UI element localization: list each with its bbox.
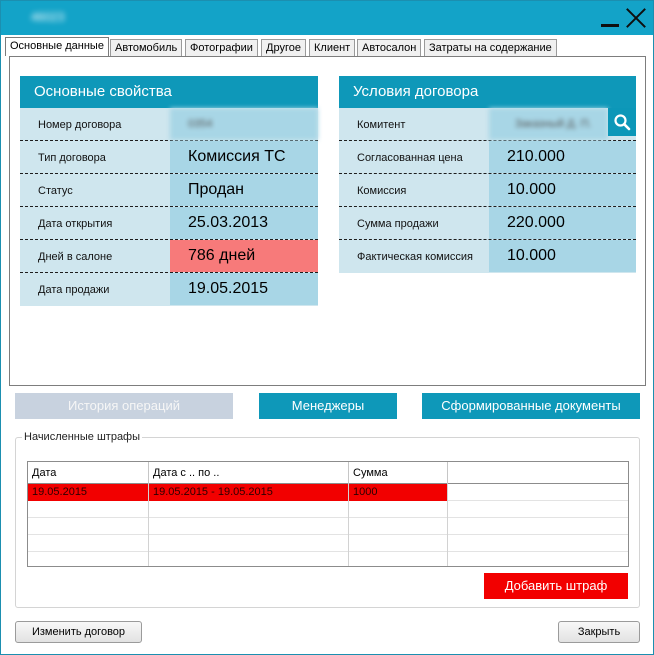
table-row[interactable] (28, 552, 628, 566)
cell-sum: 1000 (349, 484, 448, 501)
contract-number-value: 0354 (170, 108, 318, 140)
column-header-empty (448, 462, 628, 484)
basic-properties-section: Основные свойства Номер договора 0354 Ти… (20, 76, 318, 306)
property-label: Комиссия (357, 185, 407, 197)
property-label: Сумма продажи (357, 218, 439, 230)
property-row: Комиссия 10.000 (339, 174, 636, 207)
edit-contract-button[interactable]: Изменить договор (15, 621, 142, 643)
table-header: Дата Дата с .. по .. Сумма (28, 462, 628, 484)
property-row: Дней в салоне 786 дней (20, 240, 318, 273)
tab-car[interactable]: Автомобиль (110, 39, 183, 56)
property-label: Комитент (357, 119, 406, 131)
property-row: Фактическая комиссия 10.000 (339, 240, 636, 273)
operations-history-button[interactable]: История операций (15, 393, 233, 419)
property-label: Статус (38, 185, 73, 197)
sale-amount-value: 220.000 (489, 207, 636, 239)
close-icon[interactable] (625, 7, 647, 29)
commission-value: 10.000 (489, 174, 636, 206)
column-header-range[interactable]: Дата с .. по .. (149, 462, 349, 484)
tab-panel: Основные свойства Номер договора 0354 Ти… (9, 56, 646, 386)
column-header-sum[interactable]: Сумма (349, 462, 448, 484)
status-value: Продан (170, 174, 318, 206)
property-row: Тип договора Комиссия ТС (20, 141, 318, 174)
property-row: Сумма продажи 220.000 (339, 207, 636, 240)
contract-type-value: Комиссия ТС (170, 141, 318, 173)
table-row[interactable] (28, 501, 628, 518)
close-button[interactable]: Закрыть (558, 621, 640, 643)
contract-terms-title: Условия договора (339, 76, 636, 108)
property-row: Номер договора 0354 (20, 108, 318, 141)
table-row[interactable]: 19.05.2015 19.05.2015 - 19.05.2015 1000 (28, 484, 628, 501)
property-row: Дата открытия 25.03.2013 (20, 207, 318, 240)
open-date-value: 25.03.2013 (170, 207, 318, 239)
table-row[interactable] (28, 518, 628, 535)
tab-main-data[interactable]: Основные данные (5, 37, 109, 56)
window-title: 46023 (31, 10, 65, 24)
property-label: Номер договора (38, 119, 122, 131)
basic-properties-title: Основные свойства (20, 76, 318, 108)
tab-photos[interactable]: Фотографии (185, 39, 258, 56)
consignor-value: Заказный Д. П. (489, 108, 608, 140)
property-row: Дата продажи 19.05.2015 (20, 273, 318, 306)
add-fine-button[interactable]: Добавить штраф (484, 573, 628, 599)
days-in-showroom-value: 786 дней (170, 240, 318, 272)
property-label: Согласованная цена (357, 152, 463, 164)
table-row[interactable] (28, 535, 628, 552)
actual-commission-value: 10.000 (489, 240, 636, 272)
property-label: Тип договора (38, 152, 106, 164)
property-row: Комитент Заказный Д. П. (339, 108, 636, 141)
agreed-price-value: 210.000 (489, 141, 636, 173)
contract-terms-section: Условия договора Комитент Заказный Д. П.… (339, 76, 636, 273)
sale-date-value: 19.05.2015 (170, 273, 318, 305)
minimize-icon[interactable] (599, 7, 621, 29)
property-row: Статус Продан (20, 174, 318, 207)
property-label: Дата продажи (38, 284, 110, 296)
fines-group: Начисленные штрафы (15, 431, 640, 608)
property-label: Фактическая комиссия (357, 251, 473, 263)
cell-range: 19.05.2015 - 19.05.2015 (149, 484, 349, 501)
property-label: Дней в салоне (38, 251, 113, 263)
property-label: Дата открытия (38, 218, 113, 230)
managers-button[interactable]: Менеджеры (259, 393, 397, 419)
cell-empty (448, 484, 628, 501)
tab-client[interactable]: Клиент (309, 39, 356, 56)
generated-documents-button[interactable]: Сформированные документы (422, 393, 640, 419)
property-row: Согласованная цена 210.000 (339, 141, 636, 174)
tab-other[interactable]: Другое (261, 39, 306, 56)
search-icon (614, 114, 631, 131)
column-header-date[interactable]: Дата (28, 462, 149, 484)
cell-date: 19.05.2015 (28, 484, 149, 501)
tab-showroom[interactable]: Автосалон (357, 39, 422, 56)
search-consignor-button[interactable] (608, 108, 636, 136)
fines-legend: Начисленные штрафы (22, 431, 143, 443)
tab-maintenance-costs[interactable]: Затраты на содержание (424, 39, 557, 56)
fines-table[interactable]: Дата Дата с .. по .. Сумма 19.05.2015 19… (27, 461, 629, 567)
title-bar[interactable]: 46023 (1, 1, 653, 35)
